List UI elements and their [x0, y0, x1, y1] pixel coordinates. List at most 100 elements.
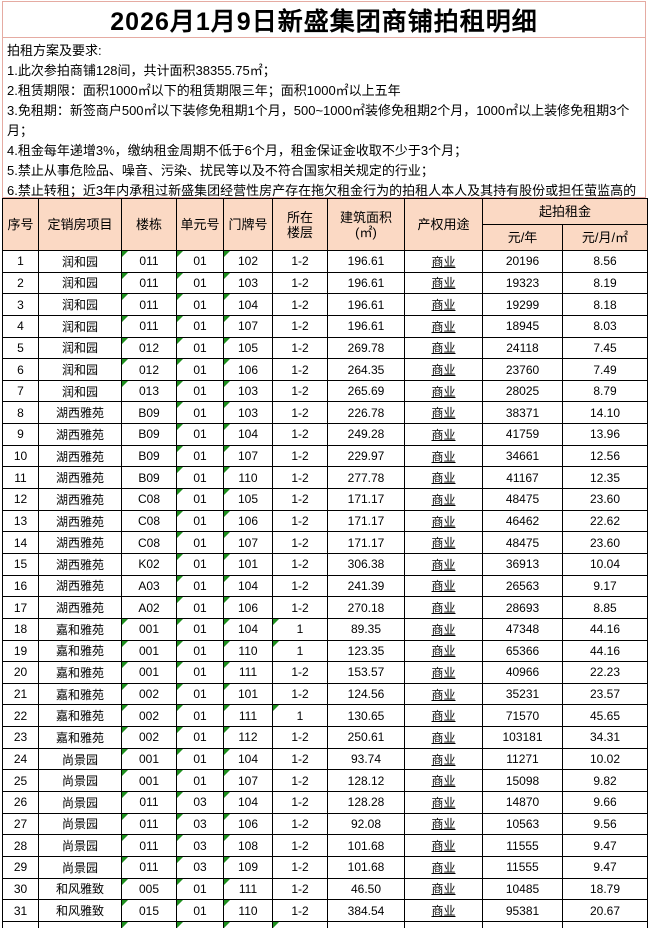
cell-floor: 1-2: [272, 855, 328, 879]
cell-value: 106: [237, 816, 259, 831]
cell-value: 15098: [505, 773, 540, 788]
cell-door: 104: [223, 791, 273, 814]
cell-rent-year: 11271: [482, 747, 563, 771]
table-row: 3 润和园 011 01 104 1-2 196.61 商业 19299 8.18: [2, 293, 649, 316]
cell-value: 249.28: [347, 427, 385, 442]
cell-rent-month: 8.79: [561, 379, 649, 403]
cell-rent-year: 34661: [482, 444, 563, 468]
text-flag-triangle-icon: [224, 662, 230, 669]
cell-rent-year: 11555: [482, 855, 563, 879]
cell-floor: 1-2: [272, 899, 328, 922]
cell-value: 商业: [431, 471, 456, 486]
cell-floor: 1-2: [272, 271, 328, 295]
cell-value: 商业: [431, 882, 456, 897]
cell-value: 01: [193, 470, 207, 485]
cell-building: 001: [121, 639, 177, 663]
cell-value: A02: [138, 600, 160, 615]
cell-value: 19: [13, 643, 28, 658]
cell-value: 商业: [431, 449, 456, 464]
cell-value: 8: [17, 405, 24, 420]
cell-value: 9.47: [593, 860, 617, 875]
cell-use: 商业: [404, 661, 483, 684]
cell-value: 润和园: [61, 298, 98, 313]
cell-unit: 01: [176, 401, 224, 425]
cell-value: 01: [193, 881, 207, 896]
cell-door: 111: [223, 877, 273, 901]
table-row: 5 润和园 012 01 105 1-2 269.78 商业 24118 7.45: [2, 336, 649, 360]
cell-rent-month: 8.18: [561, 293, 649, 316]
cell-value: 湖西雅苑: [55, 514, 104, 529]
cell-value: 110: [238, 903, 258, 918]
cell-unit: 01: [176, 704, 224, 728]
cell-value: 14870: [505, 795, 540, 810]
cell-door: 109: [223, 855, 273, 879]
cell-use: 商业: [404, 617, 483, 641]
header-rent-month: 元/月/㎡: [561, 224, 649, 251]
cell-unit: 03: [176, 791, 224, 814]
cell-seq: 15: [2, 552, 39, 576]
cell-area: 123.35: [327, 639, 405, 663]
cell-value: 商业: [431, 579, 456, 594]
text-flag-triangle-icon: [177, 251, 183, 257]
cell-area: 264.35: [327, 358, 405, 381]
cell-use: 商业: [404, 293, 483, 316]
cell-unit: 01: [176, 379, 224, 403]
cell-area: 171.17: [327, 531, 405, 554]
cell-unit: 01: [176, 466, 224, 490]
cell-unit: 01: [176, 423, 224, 446]
text-flag-triangle-icon: [177, 835, 183, 842]
cell-value: 95381: [505, 903, 540, 918]
cell-value: 01: [193, 362, 207, 377]
cell-value: 1-2: [291, 773, 309, 788]
cell-use: 商业: [404, 271, 483, 295]
header-area-line2: (㎡): [355, 224, 377, 240]
cell-value: 01: [193, 254, 207, 269]
text-flag-triangle-icon: [224, 727, 230, 734]
text-flag-triangle-icon: [224, 359, 230, 366]
cell-value: 23760: [505, 362, 540, 377]
cell-rent-year: 65366: [482, 639, 563, 663]
cell-rent-month: 12.56: [561, 444, 649, 468]
cell-value: 20196: [505, 254, 540, 269]
header-seq: 序号: [2, 198, 39, 251]
cell-seq: 12: [2, 488, 39, 511]
cell-value: 250.61: [347, 730, 385, 745]
cell-value: 1-2: [291, 254, 309, 269]
cell-value: 5: [17, 340, 24, 355]
cell-floor: 1-2: [272, 336, 328, 360]
cell-rent-month: 8.03: [561, 314, 649, 338]
cell-value: 1-2: [291, 362, 309, 377]
cell-value: 1-2: [291, 470, 309, 485]
cell-value: 123.35: [347, 643, 385, 658]
note-line-1: 1.此次参拍商铺128间，共计面积38355.75㎡；: [7, 63, 276, 78]
cell-value: 24118: [506, 340, 539, 355]
cell-value: 17: [13, 600, 28, 615]
cell-rent-year: 48475: [482, 488, 563, 511]
cell-seq: 1: [2, 250, 39, 273]
cell-use: 商业: [404, 574, 483, 598]
text-flag-triangle-icon: [224, 489, 230, 496]
cell-value: 47348: [505, 622, 540, 637]
cell-use: 商业: [404, 250, 483, 273]
note-line-4: 4.租金每年递增3%，缴纳租金周期不低于6个月，租金保证金收取不少于3个月；: [7, 143, 468, 158]
cell-value: 35231: [505, 687, 540, 702]
cell-building: 005: [121, 877, 177, 901]
cell-floor: 1-2: [272, 791, 328, 814]
cell-value: 12.35: [589, 470, 621, 485]
cell-value: 1-2: [291, 535, 309, 550]
cell-door: 112: [223, 726, 273, 749]
cell-value: 01: [193, 405, 207, 420]
cell-value: 102: [237, 254, 259, 269]
cell-use: 商业: [404, 358, 483, 381]
cell-value: 13: [13, 514, 28, 528]
cell-value: 107: [237, 319, 259, 334]
cell-building: 011: [121, 293, 177, 316]
cell-area: 229.97: [327, 444, 405, 468]
cell-door: 104: [223, 293, 273, 316]
text-flag-triangle-icon: [177, 792, 183, 799]
text-flag-triangle-icon: [273, 641, 279, 647]
table-row: 8 湖西雅苑 B09 01 103 1-2 226.78 商业 38371 14.10: [2, 401, 649, 425]
cell-value: 44.16: [589, 622, 621, 637]
cell-value: 41759: [505, 427, 540, 442]
text-flag-triangle-icon: [122, 749, 128, 755]
